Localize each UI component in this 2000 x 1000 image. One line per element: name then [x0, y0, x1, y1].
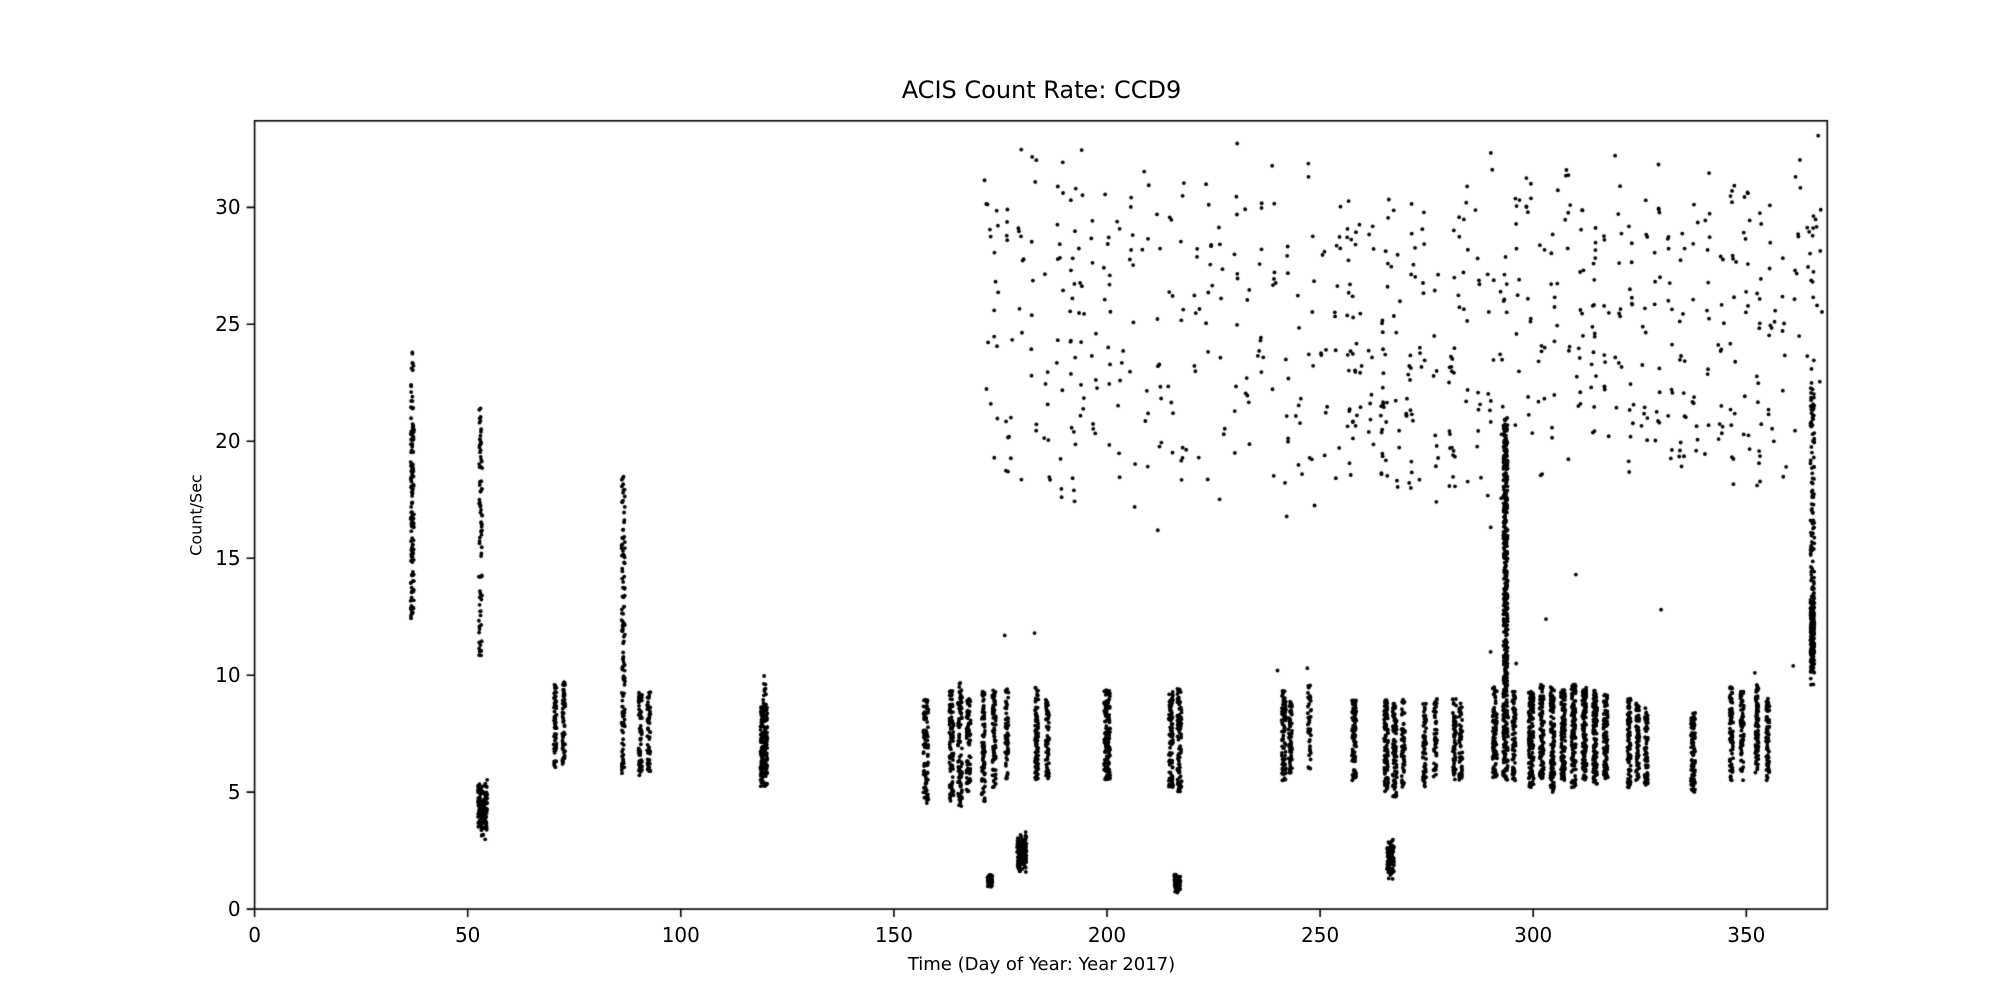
x-tick-label-200: 200	[1087, 923, 1127, 948]
x-tick-label-350: 350	[1727, 923, 1766, 948]
y-tick-label-0: 0	[227, 897, 241, 922]
y-tick-label-20: 20	[215, 429, 241, 454]
y-tick-label-15: 15	[215, 546, 241, 571]
x-tick-label-0: 0	[248, 923, 261, 948]
x-tick-label-50: 50	[454, 923, 481, 948]
y-axis-label: Count/Sec	[186, 474, 206, 556]
x-tick-label-100: 100	[661, 923, 700, 948]
x-tick-label-150: 150	[874, 923, 913, 948]
y-tick-label-25: 25	[215, 312, 241, 337]
x-tick-label-300: 300	[1514, 923, 1553, 948]
chart-title: ACIS Count Rate: CCD9	[901, 76, 1182, 104]
y-tick-label-5: 5	[227, 780, 241, 805]
x-tick-label-250: 250	[1301, 923, 1340, 948]
x-axis-label: Time (Day of Year: Year 2017)	[907, 954, 1176, 975]
y-tick-label-30: 30	[215, 195, 241, 220]
y-tick-label-10: 10	[215, 663, 241, 688]
